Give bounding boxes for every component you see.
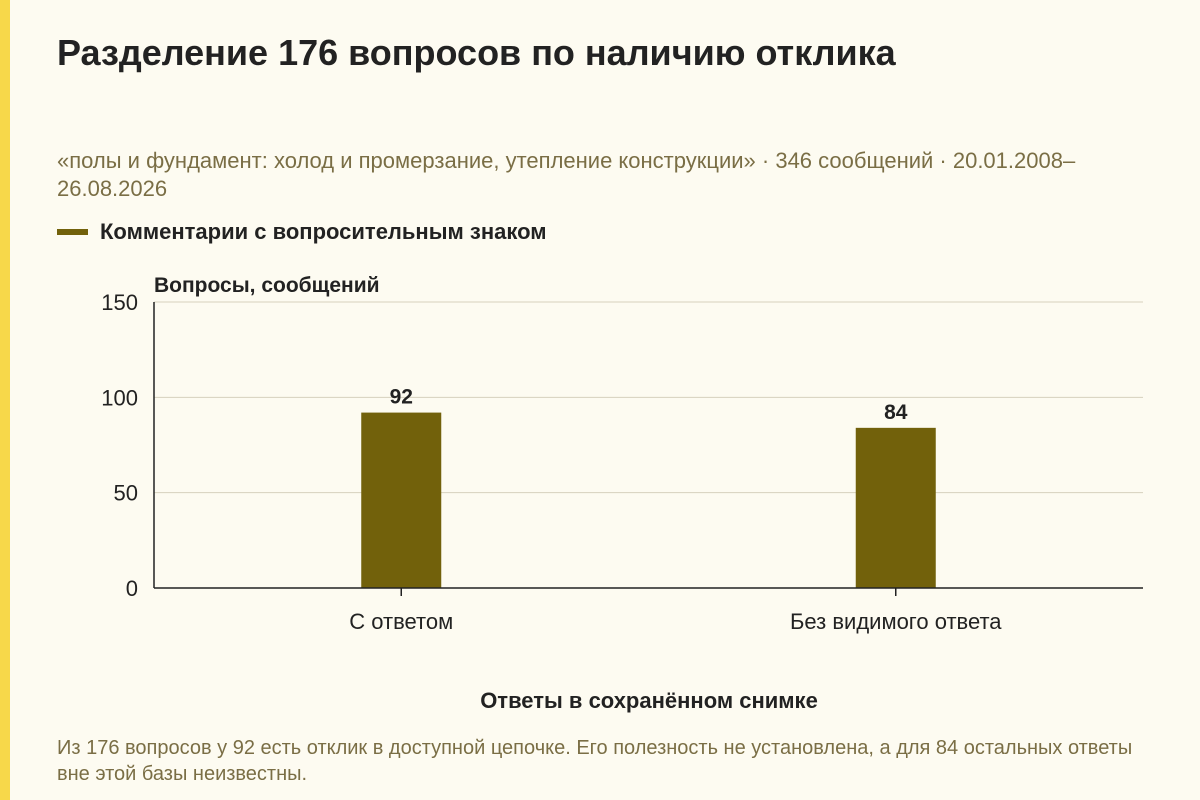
bar-value-label: 84 [884, 401, 908, 424]
chart-footnote: Из 176 вопросов у 92 есть отклик в досту… [57, 737, 1133, 785]
y-tick-label: 100 [101, 385, 138, 410]
bar [361, 412, 442, 588]
x-axis-title: Ответы в сохранённом снимке [480, 688, 818, 713]
y-axis-title: Вопросы, сообщений [154, 274, 380, 297]
bar [855, 427, 936, 588]
chart-subtitle: «полы и фундамент: холод и промерзание, … [57, 148, 1076, 201]
y-tick-label: 150 [101, 290, 138, 315]
y-tick-label: 50 [114, 481, 138, 506]
chart-title: Разделение 176 вопросов по наличию откли… [57, 32, 896, 73]
bar-value-label: 92 [390, 386, 413, 409]
accent-stripe [0, 0, 10, 800]
y-tick-label: 0 [126, 576, 138, 601]
x-tick-label: С ответом [349, 609, 453, 634]
legend: Комментарии с вопросительным знаком [57, 219, 547, 245]
x-tick-label: Без видимого ответа [790, 609, 1002, 634]
legend-swatch [57, 229, 88, 235]
legend-label: Комментарии с вопросительным знаком [100, 219, 547, 244]
